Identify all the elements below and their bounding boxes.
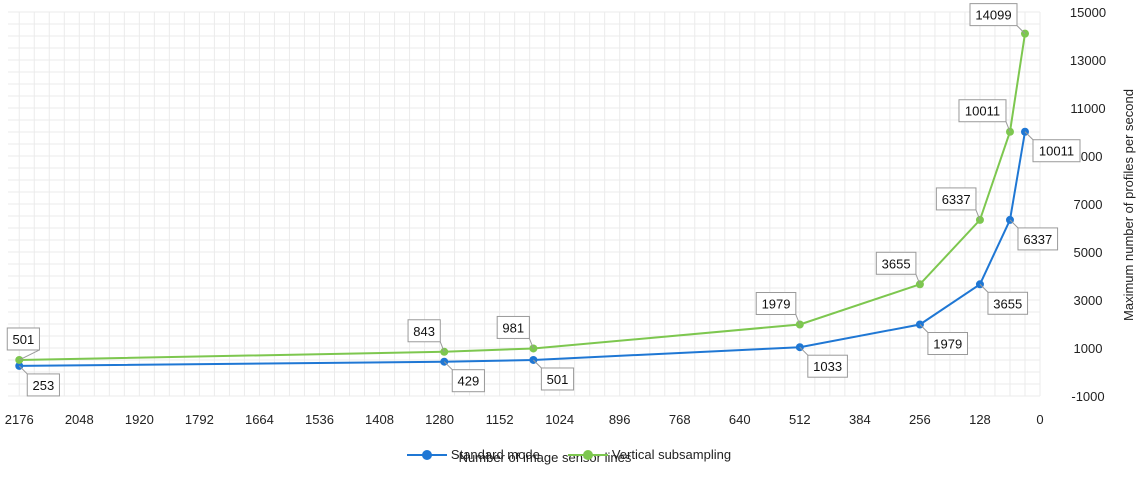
series-line: [19, 131, 1026, 367]
y-tick-label: 15000: [1070, 5, 1106, 20]
x-tick-label: 256: [909, 412, 931, 427]
data-label: 3655: [882, 256, 911, 271]
legend-item-vertical-subsampling[interactable]: Vertical subsampling: [567, 447, 732, 462]
x-tick-label: 512: [789, 412, 811, 427]
y-axis-ticks: -1000 1000 3000 5000 7000 9000 11000 13000 15000: [1070, 5, 1106, 404]
data-labels-layer: 253 429 501 1033 1979 3655 6337 10011 501 843 981 1…: [6, 3, 1081, 397]
data-label-box: [755, 292, 797, 316]
y-tick-label: -1000: [1071, 389, 1104, 404]
x-tick-label: 1280: [425, 412, 454, 427]
data-label: 501: [547, 372, 569, 387]
data-label-box: [26, 373, 60, 397]
y-tick-label: 1000: [1074, 341, 1103, 356]
data-label: 1979: [762, 297, 791, 312]
data-label: 501: [13, 332, 35, 347]
data-label-leader: [799, 346, 809, 356]
x-tick-label: 384: [849, 412, 871, 427]
data-label: 3655: [993, 296, 1022, 311]
data-label-leader: [443, 361, 453, 371]
x-tick-label: 768: [669, 412, 691, 427]
x-tick-label: 2176: [5, 412, 34, 427]
legend-swatch-standard-mode: [406, 449, 447, 461]
data-label-leader: [533, 359, 542, 369]
data-label: 6337: [942, 192, 971, 207]
x-tick-label: 1792: [185, 412, 214, 427]
x-tick-label: 1920: [125, 412, 154, 427]
x-tick-label: 1536: [305, 412, 334, 427]
x-tick-label: 2048: [65, 412, 94, 427]
data-label-leader: [979, 283, 989, 293]
data-label-box: [407, 319, 441, 343]
data-label-leader: [795, 314, 801, 325]
data-label: 6337: [1023, 232, 1052, 247]
data-label: 1979: [933, 337, 962, 352]
data-label-box: [927, 332, 969, 356]
data-label-box: [540, 367, 575, 391]
data-label: 843: [413, 324, 435, 339]
data-label-leader: [975, 209, 981, 221]
data-label-leader: [1024, 131, 1034, 141]
x-axis-ticks: 2176 2048 1920 1792 1664 1536 1408 1280 1152 1024…: [5, 412, 1044, 427]
data-label-leader: [1016, 25, 1026, 34]
y-tick-label: 3000: [1074, 293, 1103, 308]
data-label: 253: [33, 378, 55, 393]
data-label-leader: [18, 365, 28, 375]
y-axis-title: Maximum number of profiles per second: [1121, 89, 1136, 321]
data-label-leader: [1005, 121, 1011, 132]
x-tick-label: 896: [609, 412, 631, 427]
y-tick-label: 13000: [1070, 53, 1106, 68]
y-tick-label: 9000: [1074, 149, 1103, 164]
legend-label: Standard mode: [450, 447, 540, 462]
x-tick-label: 128: [969, 412, 991, 427]
data-label-box: [451, 369, 485, 393]
data-label-box: [1017, 227, 1059, 251]
data-label-box: [935, 187, 977, 211]
legend-swatch-vertical-subsampling: [567, 449, 608, 461]
data-label-box: [807, 354, 848, 378]
y-tick-label: 11000: [1070, 101, 1105, 116]
data-label: 429: [458, 374, 480, 389]
data-label-leader: [19, 349, 40, 361]
x-tick-label: 640: [729, 412, 751, 427]
data-label-leader: [919, 324, 929, 333]
legend-label: Vertical subsampling: [611, 447, 732, 462]
data-label: 10011: [965, 104, 1000, 119]
series-line: [19, 33, 1026, 361]
data-label: 10011: [1039, 144, 1074, 159]
x-tick-label: 1408: [365, 412, 394, 427]
legend-item-standard-mode[interactable]: Standard mode: [406, 447, 540, 462]
x-tick-label: 1152: [486, 412, 514, 427]
x-tick-label: 1664: [245, 412, 274, 427]
x-tick-label: 1024: [545, 412, 574, 427]
data-label-box: [958, 99, 1007, 123]
data-label-box: [875, 251, 917, 275]
data-label-leader: [915, 274, 921, 285]
data-label-leader: [1009, 219, 1019, 229]
data-label: 1033: [813, 359, 842, 374]
y-tick-label: 5000: [1074, 245, 1103, 260]
legend: Standard mode Vertical subsampling: [0, 447, 1138, 462]
data-label-box: [496, 315, 530, 339]
data-label-leader: [528, 338, 534, 349]
y-tick-label: 7000: [1074, 197, 1103, 212]
data-label-box: [1032, 139, 1081, 163]
data-label-box: [987, 291, 1029, 315]
data-label-box: [6, 327, 40, 351]
data-label-leader: [439, 341, 445, 352]
data-label: 14099: [975, 8, 1011, 23]
data-label: 981: [502, 320, 524, 335]
x-tick-label: 0: [1036, 412, 1043, 427]
data-label-box: [969, 3, 1018, 27]
